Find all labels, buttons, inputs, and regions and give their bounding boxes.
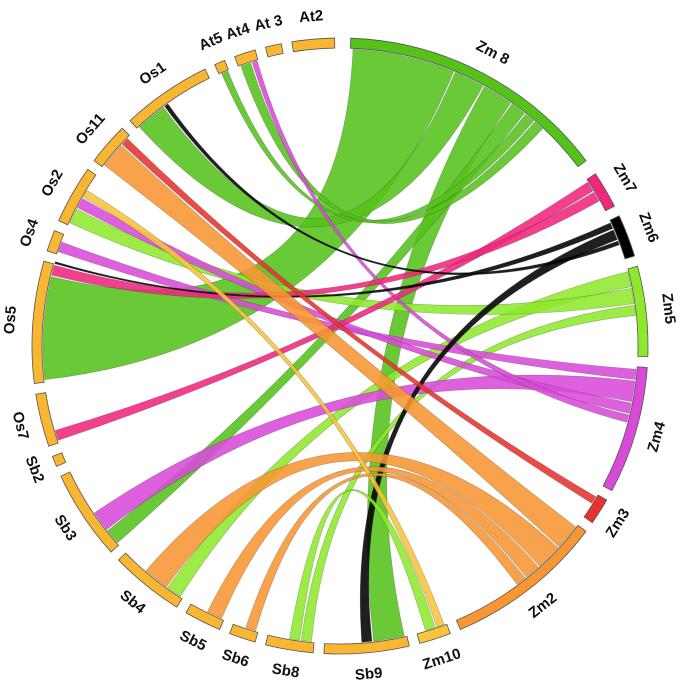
ribbon-zm2-sb4 bbox=[145, 452, 559, 588]
segment-label-sb2: Sb2 bbox=[21, 453, 47, 485]
ribbon-zm6-sb9 bbox=[359, 229, 618, 643]
segment-label-os7: Os7 bbox=[9, 410, 32, 442]
segment-label-sb5: Sb5 bbox=[177, 627, 209, 654]
segment-label-at4: At4 bbox=[224, 20, 253, 44]
ribbon-zm8-os1 bbox=[138, 71, 484, 228]
segment-zm6 bbox=[609, 215, 636, 260]
ribbon-zm3-os11 bbox=[121, 138, 597, 504]
segment-zm2 bbox=[455, 524, 587, 631]
segment-label-zm10: Zm10 bbox=[421, 645, 464, 673]
segment-label-zm5: Zm5 bbox=[658, 292, 678, 325]
segment-zm3 bbox=[583, 494, 608, 524]
segments-layer bbox=[31, 37, 649, 655]
segment-os4 bbox=[46, 230, 65, 255]
segment-sb2 bbox=[51, 452, 67, 467]
segment-at4 bbox=[234, 49, 259, 67]
segment-label-at2: At2 bbox=[298, 7, 324, 26]
segment-os2 bbox=[58, 168, 97, 226]
ribbon-zm2-sb5 bbox=[207, 466, 539, 619]
ribbon-zm8-at5 bbox=[221, 70, 535, 223]
segment-label-zm3: Zm3 bbox=[602, 505, 633, 540]
segment-zm4 bbox=[602, 366, 648, 492]
ribbon-zm8-at4 bbox=[240, 62, 543, 224]
ribbon-zm2-sb6 bbox=[245, 473, 526, 632]
ribbon-zm6-os1 bbox=[164, 103, 620, 276]
segment-os5 bbox=[31, 260, 55, 384]
segment-label-zm8: Zm 8 bbox=[473, 37, 512, 68]
ribbon-zm6-os5 bbox=[54, 222, 614, 298]
segment-label-zm7: Zm7 bbox=[610, 161, 640, 196]
ribbon-zm4-at4 bbox=[251, 60, 630, 423]
segment-label-zm6: Zm6 bbox=[635, 210, 662, 245]
segment-label-os1: Os1 bbox=[136, 59, 169, 89]
segment-label-sb3: Sb3 bbox=[51, 512, 80, 544]
segment-label-zm4: Zm4 bbox=[644, 419, 669, 454]
segment-sb3 bbox=[60, 471, 120, 553]
ribbon-zm4-os4 bbox=[57, 241, 637, 380]
segment-os1 bbox=[129, 68, 210, 129]
segment-label-sb6: Sb6 bbox=[220, 646, 251, 671]
segment-label-os4: Os4 bbox=[17, 216, 43, 249]
segment-label-sb8: Sb8 bbox=[271, 660, 301, 681]
segment-zm10 bbox=[416, 623, 451, 644]
ribbon-zm2-os11 bbox=[103, 144, 577, 548]
segment-sb6 bbox=[229, 623, 259, 643]
segment-label-at3: At 3 bbox=[253, 12, 284, 35]
segment-sb9 bbox=[323, 635, 410, 655]
segment-sb5 bbox=[185, 603, 225, 631]
segment-sb4 bbox=[117, 552, 183, 608]
segment-sb8 bbox=[265, 634, 315, 654]
segment-label-sb4: Sb4 bbox=[117, 587, 150, 618]
segment-at2 bbox=[291, 37, 336, 53]
ribbon-zm5-sb8 bbox=[300, 304, 636, 642]
segment-label-os5: Os5 bbox=[1, 305, 20, 335]
segment-label-zm2: Zm2 bbox=[525, 589, 560, 621]
segment-zm8 bbox=[349, 37, 587, 168]
segment-at3 bbox=[265, 43, 284, 58]
segment-label-at5: At5 bbox=[196, 29, 225, 54]
segment-os11 bbox=[93, 127, 130, 168]
segment-zm7 bbox=[586, 173, 615, 212]
ribbon-zm8-os5 bbox=[42, 48, 455, 380]
segment-zm5 bbox=[627, 265, 649, 358]
segment-os7 bbox=[35, 392, 59, 447]
segment-at5 bbox=[214, 59, 229, 75]
segment-label-os11: Os11 bbox=[72, 110, 108, 148]
ribbon-zm7-os5 bbox=[51, 191, 600, 299]
ribbon-zm10-sb8 bbox=[289, 489, 436, 641]
ribbons-layer bbox=[42, 48, 637, 643]
ribbon-zm10-os2 bbox=[82, 189, 445, 628]
segment-label-os2: Os2 bbox=[38, 167, 67, 200]
segment-label-sb9: Sb9 bbox=[354, 665, 383, 684]
